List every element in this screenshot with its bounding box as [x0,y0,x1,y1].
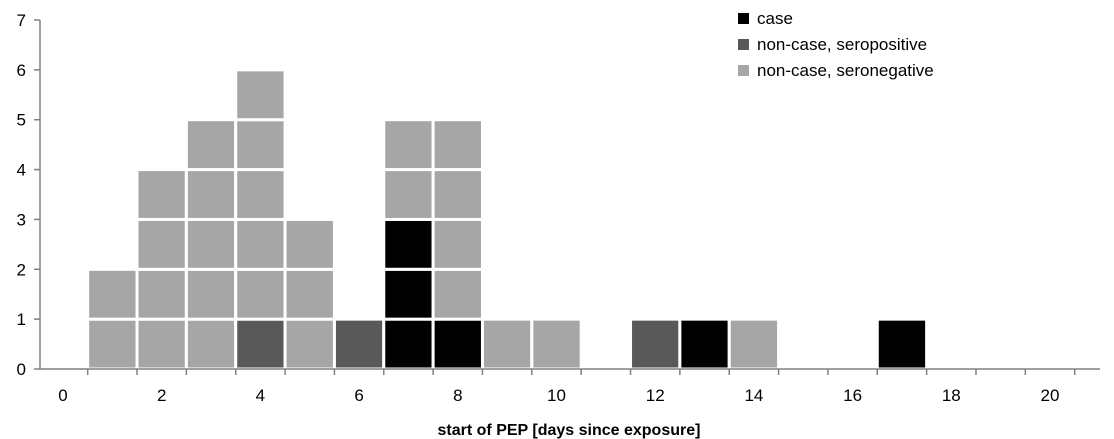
bar-segment [431,168,484,221]
bar-segment [727,317,781,371]
bar-segment [184,118,238,172]
bar-segment [629,317,682,371]
bar-segment [678,317,731,371]
bar-segment [184,168,238,221]
x-tick-label: 18 [942,386,961,405]
bar-segment [382,168,435,221]
legend: case non-case, seropositive non-case, sero… [738,9,934,80]
legend-label: case [757,9,793,28]
bar-segment [86,267,139,321]
bar-segment [530,317,583,371]
bar-segment [234,317,287,371]
legend-swatch [738,39,749,50]
x-tick-label: 4 [256,386,265,405]
x-tick-label: 16 [843,386,862,405]
bar-segment [431,267,484,321]
bar-segment [382,267,435,321]
y-ticks: 0 1 2 3 4 5 6 7 [17,11,40,379]
y-tick-label: 6 [17,61,26,80]
x-tick-label: 12 [646,386,665,405]
x-axis-title: start of PEP [days since exposure] [438,422,701,439]
legend-swatch [738,65,749,76]
bar-segment [86,317,139,371]
x-tick-label: 20 [1041,386,1060,405]
bar-segment [234,267,287,321]
legend-label: non-case, seropositive [757,35,927,54]
y-tick-label: 0 [17,360,26,379]
bar-segment [332,317,386,371]
x-tick-label: 10 [547,386,566,405]
bar-segment [283,217,336,271]
bar-segment [135,168,188,221]
bar-segment [382,217,435,271]
bars [86,68,929,371]
bar-segment [480,317,534,371]
bar-segment [382,118,435,172]
bar-segment [135,267,188,321]
axes [39,20,1100,370]
bar-segment [135,217,188,271]
x-tick-label: 14 [744,386,763,405]
legend-label: non-case, seronegative [757,61,934,80]
bar-segment [135,317,188,371]
x-tick-label: 0 [58,386,67,405]
bar-segment [184,317,238,371]
y-tick-label: 4 [17,161,26,180]
legend-swatch [738,13,749,24]
bar-segment [431,317,484,371]
bar-segment [382,317,435,371]
bar-segment [234,118,287,172]
bar-segment [234,68,287,122]
bar-segment [234,168,287,221]
bar-segment [184,217,238,271]
bar-segment [875,317,929,371]
bar-segment [283,267,336,321]
y-tick-label: 3 [17,210,26,229]
bar-segment [234,217,287,271]
x-tick-label: 6 [354,386,363,405]
y-tick-label: 1 [17,310,26,329]
bar-segment [431,118,484,172]
x-tick-label: 8 [453,386,462,405]
y-tick-label: 7 [17,11,26,30]
y-tick-label: 2 [17,260,26,279]
x-tick-label: 2 [157,386,166,405]
bar-segment [184,267,238,321]
bar-segment [283,317,336,371]
x-ticks: 0 2 4 6 8 10 12 14 16 18 20 [58,369,1076,405]
y-tick-label: 5 [17,111,26,130]
bar-segment [431,217,484,271]
